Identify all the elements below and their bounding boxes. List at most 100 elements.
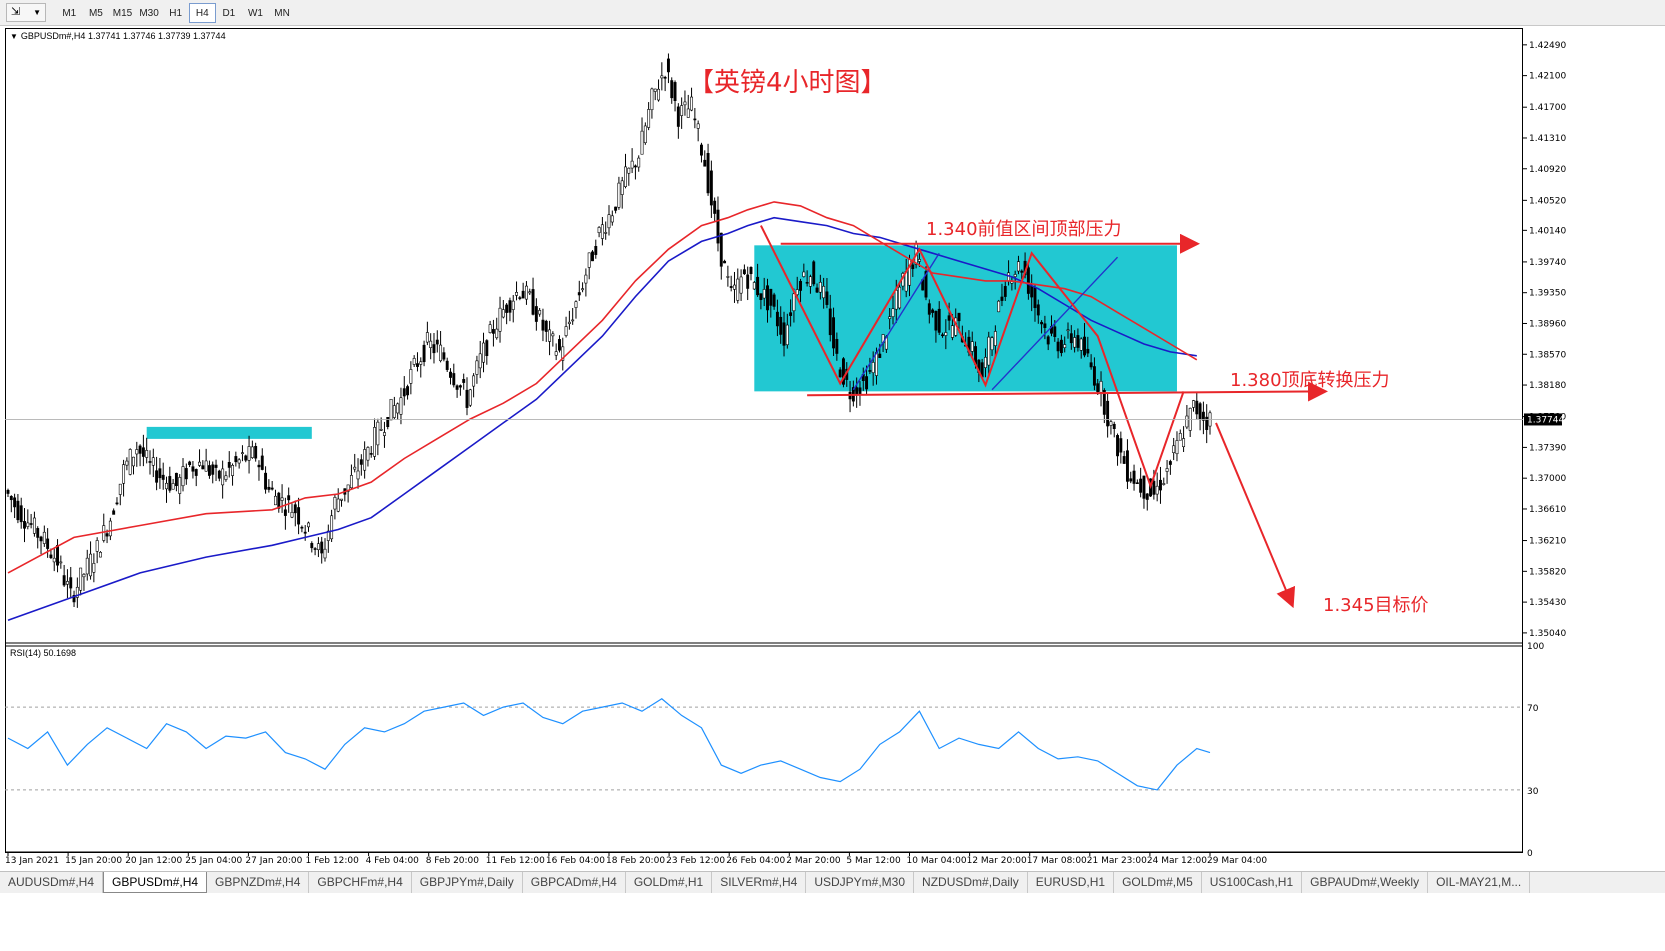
candle-body [79,567,83,591]
candle-body [736,278,740,301]
candle-body [36,528,40,538]
chart-tab[interactable]: GOLDm#,M5 [1114,872,1202,893]
candle-body [432,344,436,354]
y-tick-label: 1.35820 [1529,567,1566,577]
candle-body [198,461,201,466]
candle-body [1205,416,1209,430]
rsi-label: RSI(14) 50.1698 [10,648,77,658]
chart-tab[interactable]: US100Cash,H1 [1202,872,1303,893]
chart-tab[interactable]: EURUSD,H1 [1028,872,1115,893]
candle-body [1043,323,1047,328]
candle-body [653,88,657,92]
timeframe-h1-button[interactable]: H1 [169,8,183,19]
chart-tab[interactable]: NZDUSDm#,Daily [914,872,1028,893]
chart-tab[interactable]: AUDUSDm#,H4 [0,872,104,893]
candle-body [442,352,446,360]
candle-body [171,483,175,490]
candle-body [465,389,469,408]
y-tick-label: 1.40140 [1529,226,1566,236]
candle-body [690,96,694,111]
timeframe-m15-button[interactable]: M15 [112,8,133,19]
chart-tab[interactable]: SILVERm#,H4 [712,872,807,893]
timeframe-d1-button[interactable]: D1 [222,8,236,19]
chart-tab[interactable]: GBPJPYm#,Daily [412,872,523,893]
x-tick-label: 23 Feb 12:00 [666,856,725,866]
timeframe-h4-button[interactable]: H4 [188,3,216,23]
toolbar: ⇲ ▼ M1 M5 M15 M30 H1 H4 D1 W1 MN [0,0,1665,26]
x-tick-label: 16 Feb 04:00 [546,856,605,866]
x-tick-label: 5 Mar 12:00 [846,856,901,866]
candle-body [1122,456,1126,464]
candle-body [815,287,819,293]
candle-body [231,465,235,476]
candle-body [307,522,310,528]
candle-body [214,464,218,468]
candle-body [769,288,773,306]
chart-tab[interactable]: GBPCHFm#,H4 [309,872,412,893]
candle-body [1145,493,1149,500]
candle-body [633,165,637,168]
timeframe-m5-button[interactable]: M5 [88,8,103,19]
candle-body [356,470,360,480]
collapse-triangle-icon[interactable]: ▼ [10,32,18,41]
bottom-strip [0,893,1665,951]
candle-body [1083,336,1086,356]
candle-body [779,316,783,335]
candle-body [581,288,585,291]
timeframe-m1-button[interactable]: M1 [62,8,77,19]
candle-body [108,520,112,537]
timeframe-w1-button[interactable]: W1 [247,8,263,19]
last-price-label: 1.37744 [1527,415,1564,425]
candle-body [700,144,703,156]
x-tick-label: 10 Mar 04:00 [907,856,967,866]
candle-body [188,461,192,466]
candle-body [858,387,862,396]
candle-body [686,108,690,118]
candle-body [1139,478,1143,493]
candle-body [941,334,944,337]
candle-body [237,459,241,464]
lower-resistance-label: 1.380顶底转换压力 [1230,370,1390,391]
chart-tab[interactable]: GBPNZDm#,H4 [207,872,310,893]
candle-body [937,308,941,333]
candle-body [402,388,406,397]
x-tick-label: 26 Feb 04:00 [726,856,785,866]
candle-body [69,577,73,589]
candle-body [762,289,766,299]
candle-body [822,285,826,299]
candle-body [1059,339,1063,354]
candle-body [683,101,687,106]
candle-body [772,294,776,307]
x-tick-label: 4 Feb 04:00 [366,856,420,866]
candle-body [696,123,700,129]
candle-body [1116,435,1119,457]
candle-body [1165,468,1169,472]
chart-tab[interactable]: USDJPYm#,M30 [806,872,915,893]
y-tick-label: 1.39740 [1529,258,1566,268]
chart-tab[interactable]: GBPUSDm#,H4 [103,872,208,893]
chart-tab[interactable]: GBPAUDm#,Weekly [1302,872,1429,893]
candle-body [115,502,119,505]
candle-body [336,498,340,512]
candle-body [703,159,707,167]
chart-tab[interactable]: GBPCADm#,H4 [523,872,626,893]
chart-canvas[interactable]: 【英镑4小时图】 1.340前值区间顶部压力 1.380顶底转换压力 1.345目标价… [0,0,1665,871]
candle-body [158,468,162,479]
candle-body [194,469,198,476]
candle-body [934,310,938,331]
candle-body [782,322,786,346]
candle-body [990,337,994,351]
chart-tab[interactable]: GOLDm#,H1 [626,872,713,893]
candle-body [382,432,386,436]
candle-body [313,548,317,550]
candle-body [518,297,522,299]
timeframe-m30-button[interactable]: M30 [139,8,159,19]
candle-body [1063,344,1067,349]
candle-body [1142,475,1146,499]
crosshair-tool-dropdown[interactable]: ⇲ ▼ [6,3,46,22]
y-tick-label: 1.35040 [1529,629,1566,639]
chart-tab[interactable]: OIL-MAY21,M... [1428,872,1531,893]
timeframe-mn-button[interactable]: MN [274,8,290,19]
candle-body [868,370,872,372]
candle-body [89,553,93,577]
